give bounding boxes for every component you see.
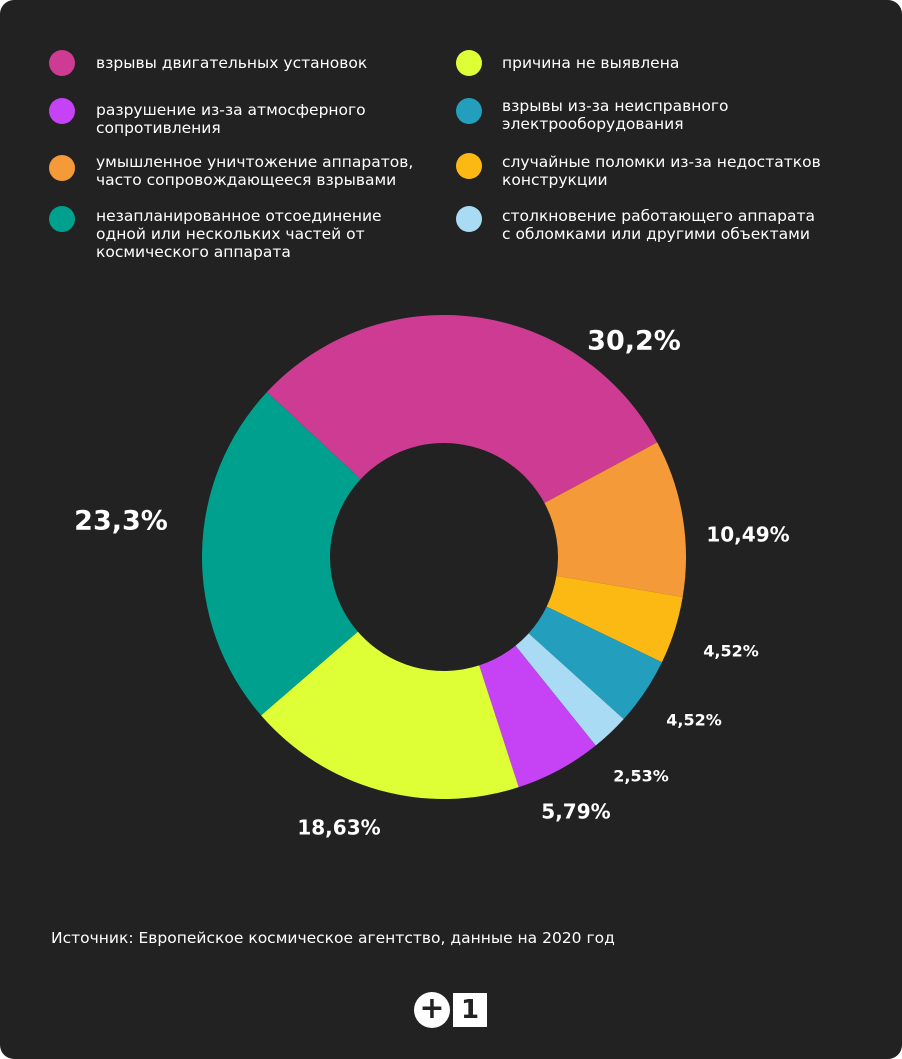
slice-percent-label: 23,3% [74, 506, 168, 537]
legend-label: умышленное уничтожение аппаратов, часто … [96, 153, 414, 189]
donut-slice [528, 606, 662, 720]
slice-percent-label: 5,79% [541, 800, 610, 824]
legend-label: разрушение из-за атмосферного сопротивле… [96, 101, 366, 137]
legend-swatch [456, 153, 482, 179]
legend-label: взрывы двигательных установок [96, 54, 368, 72]
donut-slice [201, 391, 361, 716]
donut-slice [479, 645, 596, 788]
legend-swatch [49, 50, 75, 76]
slice-percent-label: 4,52% [666, 711, 722, 730]
donut-slice [544, 442, 686, 597]
legend-swatch [49, 155, 75, 181]
legend-swatch [456, 98, 482, 124]
slice-percent-label: 10,49% [706, 523, 789, 547]
source-note: Источник: Европейское космическое агентс… [51, 929, 615, 947]
donut-slice [261, 631, 519, 799]
logo-plus: + [414, 992, 450, 1028]
legend-swatch [49, 206, 75, 232]
donut-slice [515, 633, 624, 746]
slice-percent-label: 18,63% [297, 816, 380, 840]
logo-one: 1 [453, 993, 487, 1027]
legend-label: взрывы из-за неисправного электрооборудо… [502, 97, 729, 133]
legend-label: причина не выявлена [502, 54, 680, 72]
legend-swatch [456, 50, 482, 76]
slice-percent-label: 2,53% [613, 767, 669, 786]
legend-label: случайные поломки из-за недостатков конс… [502, 153, 821, 189]
legend-label: незапланированное отсоединение одной или… [96, 207, 382, 261]
logo: + 1 [414, 992, 488, 1028]
donut-slice [267, 315, 658, 504]
legend-label: столкновение работающего аппарата с обло… [502, 207, 816, 243]
slice-percent-label: 30,2% [587, 326, 681, 357]
legend-swatch [49, 98, 75, 124]
slice-percent-label: 4,52% [703, 642, 759, 661]
donut-slice [546, 575, 683, 663]
legend-swatch [456, 206, 482, 232]
